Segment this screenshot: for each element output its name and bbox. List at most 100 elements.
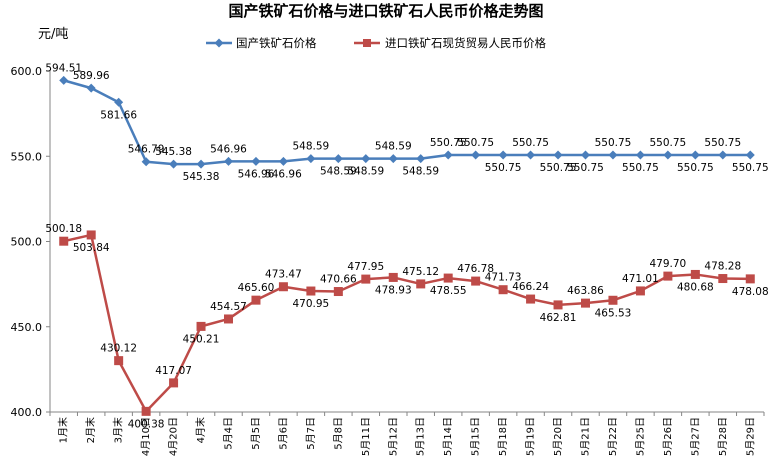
data-label: 470.95 [293,298,330,310]
data-point [169,378,179,388]
data-point [498,285,508,295]
legend-marker-domestic [214,38,224,48]
data-point [581,298,590,308]
data-point [86,83,96,93]
x-tick-label: 5月8日 [332,417,344,450]
data-label: 550.75 [595,137,632,149]
data-point [663,150,673,160]
x-tick-label: 1月末 [57,417,70,443]
data-label: 550.75 [704,137,741,149]
data-label: 550.75 [650,137,687,149]
data-point [306,154,316,164]
data-label: 476.78 [457,263,494,275]
x-tick-label: 5月15日 [470,417,482,456]
data-label: 550.75 [540,162,577,174]
data-label: 478.08 [732,286,769,298]
data-label: 545.38 [155,146,192,158]
data-label: 550.75 [512,137,549,149]
data-label: 479.70 [650,258,687,270]
data-point [526,294,536,304]
data-point [141,406,151,416]
data-label: 471.73 [485,272,522,284]
data-label: 548.59 [320,166,357,178]
chart-title: 国产铁矿石价格与进口铁矿石人民币价格走势图 [228,2,543,20]
legend-label-domestic: 国产铁矿石价格 [236,36,317,50]
x-tick-label: 4月末 [194,417,207,443]
data-point [718,150,728,160]
series-line-0 [63,79,751,166]
data-point [690,150,700,160]
series-line-1 [63,233,751,413]
data-point [553,150,563,160]
data-point [333,154,343,164]
data-label: 470.66 [320,274,357,286]
data-point [526,150,536,160]
x-tick-label: 5月26日 [662,417,674,456]
data-labels: 594.51589.96581.66546.79545.38545.38546.… [45,62,768,430]
data-label: 473.47 [265,269,302,281]
x-tick-label: 5月29日 [744,417,756,456]
data-label: 400.38 [128,418,165,430]
data-label: 581.66 [100,109,137,121]
data-point [196,321,206,331]
markers [59,75,755,416]
x-tick-label: 5月28日 [717,417,729,456]
data-label: 546.96 [238,168,275,180]
data-point [196,159,206,169]
data-label: 430.12 [100,343,137,355]
axes [49,71,764,413]
x-tick-label: 5月11日 [360,417,372,456]
data-label: 500.18 [45,223,82,235]
data-point [278,156,288,166]
y-tick-label: 550.0 [11,150,43,163]
legend: 国产铁矿石价格 进口铁矿石现货贸易人民币价格 [206,36,546,50]
data-point [443,150,453,160]
data-label: 550.75 [677,162,714,174]
data-point [581,150,590,160]
data-label: 546.96 [210,143,247,155]
data-label: 589.96 [73,70,110,82]
data-label: 463.86 [567,285,604,297]
x-tick-label: 5月22日 [607,417,619,456]
data-point [388,154,398,164]
x-tick-label: 5月7日 [305,417,317,450]
data-point [59,75,69,85]
data-label: 550.75 [622,162,659,174]
data-point [663,271,673,281]
data-point [278,282,288,292]
data-point [635,150,645,160]
data-label: 548.59 [375,141,412,153]
data-point [59,236,69,246]
x-ticks: 1月末 2月末 3月末 4月10日 4月20日 4月末 5月4日 5月5日 5月6日 5月7日 5月… [49,412,765,456]
x-tick-label: 5月25日 [634,417,646,456]
data-point [498,150,508,160]
x-tick-label: 4月20日 [168,417,180,456]
data-label: 503.84 [73,242,110,254]
legend-label-import: 进口铁矿石现货贸易人民币价格 [385,36,546,50]
data-label: 550.75 [567,162,604,174]
y-axis-unit: 元/吨 [38,27,68,42]
data-point [443,273,453,283]
data-point [361,154,371,164]
data-point [471,150,481,160]
data-point [114,356,124,366]
y-tick-label: 400.0 [11,406,43,419]
x-tick-label: 5月6日 [277,417,289,450]
x-tick-label: 5月5日 [250,417,262,450]
x-tick-label: 5月20日 [552,417,564,456]
data-label: 550.75 [430,137,467,149]
data-point [169,159,179,169]
data-point [608,150,618,160]
data-point [718,274,728,284]
data-label: 594.51 [45,62,82,74]
data-label: 550.75 [457,137,494,149]
data-point [416,154,426,164]
y-ticks: 400.0 450.0 500.0 550.0 600.0 [11,65,50,419]
data-label: 550.75 [732,162,769,174]
data-label: 548.59 [402,166,439,178]
data-point [141,157,151,167]
data-label: 477.95 [347,261,384,273]
data-label: 480.68 [677,281,714,293]
data-point [224,314,233,324]
